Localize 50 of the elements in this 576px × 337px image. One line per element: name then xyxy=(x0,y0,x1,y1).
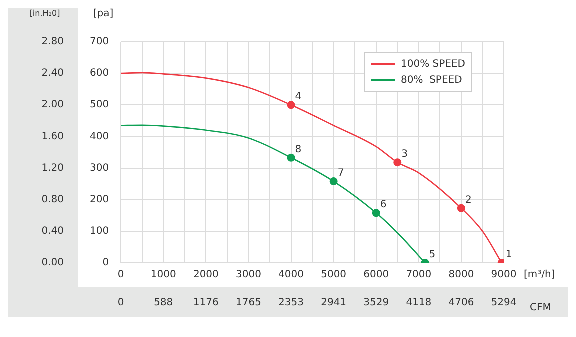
x-tick-label: 2000 xyxy=(193,270,219,281)
x2-tick-label: 0 xyxy=(118,298,124,309)
legend-label: 80% SPEED xyxy=(401,74,462,86)
x2-tick-label: 5294 xyxy=(491,298,517,309)
y-tick-label: 400 xyxy=(90,131,110,142)
annotation: 3 xyxy=(402,149,408,160)
x2-tick-label: 1176 xyxy=(193,298,219,309)
x-tick-label: 7000 xyxy=(406,270,432,281)
x2-tick-label: 3529 xyxy=(364,298,390,309)
x-tick-label: 3000 xyxy=(236,270,262,281)
x2-tick-label: 4706 xyxy=(448,298,474,309)
annotation: 5 xyxy=(429,250,436,261)
x2-axis-title: CFM xyxy=(530,302,552,314)
x-tick-label: 1000 xyxy=(150,270,176,281)
y2-tick-label: 2.00 xyxy=(42,100,64,111)
y2-tick-label: 1.60 xyxy=(42,131,64,142)
x2-tick-label: 2941 xyxy=(321,298,347,309)
annotation: 1 xyxy=(506,250,512,261)
y-tick-label: 0 xyxy=(102,258,110,269)
y-tick-label: 500 xyxy=(90,100,110,111)
x-axis-title: [m³/h] xyxy=(524,270,556,281)
x-tick-label: 4000 xyxy=(278,270,304,281)
y-axis-title: [pa] xyxy=(93,8,114,20)
y2-tick-label: 1.20 xyxy=(42,162,64,174)
annotation: 7 xyxy=(338,168,344,180)
annotation: 6 xyxy=(380,200,387,211)
annotation: 4 xyxy=(295,92,302,103)
y2-tick-label: 0.80 xyxy=(42,194,64,206)
y-tick-label: 700 xyxy=(90,36,110,48)
x-tick-label: 5000 xyxy=(321,270,347,281)
x2-tick-label: 588 xyxy=(154,298,174,309)
x-tick-label: 8000 xyxy=(448,270,474,281)
legend-label: 100% SPEED xyxy=(401,58,466,70)
x-tick-label: 0 xyxy=(118,270,124,281)
x2-tick-label: 1765 xyxy=(236,298,262,309)
x-tick-label: 6000 xyxy=(364,270,390,281)
y2-tick-label: 0.40 xyxy=(42,226,64,238)
y-tick-label: 100 xyxy=(90,226,110,238)
y2-tick-label: 2.40 xyxy=(42,68,64,80)
y-tick-label: 300 xyxy=(90,162,110,174)
y2-tick-label: 2.80 xyxy=(42,36,64,48)
y-tick-label: 600 xyxy=(90,68,110,80)
x2-tick-label: 4118 xyxy=(406,298,432,309)
y2-tick-label: 0.00 xyxy=(42,258,64,269)
x2-tick-label: 2353 xyxy=(278,298,304,309)
annotation: 2 xyxy=(465,194,472,206)
y2-axis-title: [in.H₂0] xyxy=(30,9,60,18)
annotation: 8 xyxy=(295,144,302,156)
x-tick-label: 9000 xyxy=(491,270,517,281)
y-tick-label: 200 xyxy=(90,194,110,206)
